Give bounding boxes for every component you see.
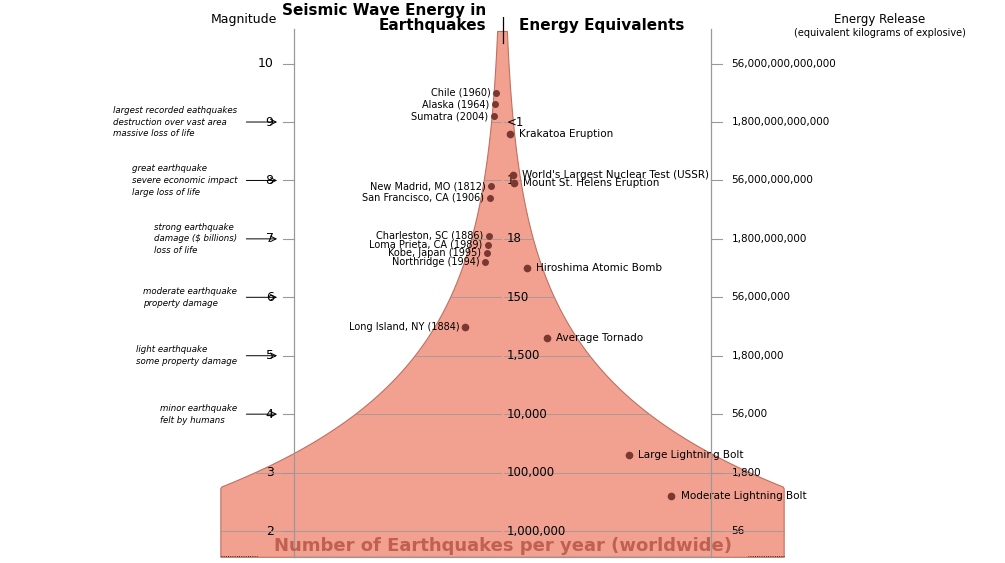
Text: 2: 2 (265, 525, 273, 538)
Text: strong earthquake
damage ($ billions)
loss of life: strong earthquake damage ($ billions) lo… (154, 222, 237, 255)
Text: great earthquake
severe economic impact
large loss of life: great earthquake severe economic impact … (132, 164, 237, 196)
Text: 8: 8 (265, 174, 273, 187)
Text: (equivalent kilograms of explosive): (equivalent kilograms of explosive) (794, 28, 966, 38)
Text: largest recorded eathquakes
destruction over vast area
massive loss of life: largest recorded eathquakes destruction … (114, 106, 237, 138)
Text: Moderate Lightning Bolt: Moderate Lightning Bolt (680, 491, 806, 501)
Text: 4: 4 (265, 408, 273, 421)
Text: 56,000: 56,000 (732, 409, 768, 419)
Text: Average Tornado: Average Tornado (557, 333, 643, 343)
Text: 1,000,000: 1,000,000 (508, 525, 566, 538)
Text: 1,800: 1,800 (732, 468, 761, 477)
Text: 7: 7 (265, 233, 273, 245)
Text: moderate earthquake
property damage: moderate earthquake property damage (144, 287, 237, 308)
Text: Loma Prieta, CA (1989): Loma Prieta, CA (1989) (369, 240, 482, 250)
Text: World's Largest Nuclear Test (USSR): World's Largest Nuclear Test (USSR) (522, 169, 710, 180)
Text: 6: 6 (265, 291, 273, 304)
Text: 1,800,000,000,000: 1,800,000,000,000 (732, 117, 830, 127)
Text: 56,000,000,000,000: 56,000,000,000,000 (732, 59, 836, 69)
Text: 1: 1 (508, 174, 515, 187)
Text: light earthquake
some property damage: light earthquake some property damage (137, 345, 237, 366)
Text: New Madrid, MO (1812): New Madrid, MO (1812) (370, 181, 485, 191)
Text: Sumatra (2004): Sumatra (2004) (411, 111, 488, 121)
Text: Alaska (1964): Alaska (1964) (422, 100, 489, 109)
Text: 100,000: 100,000 (508, 466, 555, 479)
Text: 3: 3 (265, 466, 273, 479)
Text: Mount St. Helens Eruption: Mount St. Helens Eruption (523, 178, 659, 189)
Text: 1,800,000: 1,800,000 (732, 351, 784, 361)
Text: Number of Earthquakes per year (worldwide): Number of Earthquakes per year (worldwid… (273, 537, 732, 555)
Text: 10: 10 (257, 57, 273, 70)
Text: Magnitude: Magnitude (210, 14, 276, 26)
Text: Energy Equivalents: Energy Equivalents (519, 18, 684, 33)
Text: 56,000,000: 56,000,000 (732, 292, 791, 302)
Text: <1: <1 (508, 115, 525, 128)
Text: Chile (1960): Chile (1960) (431, 88, 490, 98)
Text: 56,000,000,000: 56,000,000,000 (732, 176, 813, 185)
Text: Krakatoa Eruption: Krakatoa Eruption (519, 129, 613, 138)
Text: 56: 56 (732, 526, 745, 536)
Text: 10,000: 10,000 (508, 408, 548, 421)
Text: 1,500: 1,500 (508, 349, 541, 362)
Text: Kobe, Japan (1995): Kobe, Japan (1995) (388, 248, 481, 258)
Text: Northridge (1994): Northridge (1994) (392, 257, 480, 267)
Text: Earthquakes: Earthquakes (379, 18, 486, 33)
Text: Long Island, NY (1884): Long Island, NY (1884) (350, 321, 460, 332)
Text: 1,800,000,000: 1,800,000,000 (732, 234, 807, 244)
Text: 18: 18 (508, 233, 522, 245)
Text: Large Lightning Bolt: Large Lightning Bolt (638, 450, 744, 460)
Text: minor earthquake
felt by humans: minor earthquake felt by humans (160, 404, 237, 425)
Text: Energy Release: Energy Release (834, 14, 926, 26)
Text: Hiroshima Atomic Bomb: Hiroshima Atomic Bomb (536, 263, 661, 273)
Text: 5: 5 (265, 349, 273, 362)
Text: 9: 9 (265, 115, 273, 128)
Text: Charleston, SC (1886): Charleston, SC (1886) (376, 231, 483, 241)
Text: San Francisco, CA (1906): San Francisco, CA (1906) (362, 193, 484, 203)
Text: 150: 150 (508, 291, 530, 304)
Text: Seismic Wave Energy in: Seismic Wave Energy in (281, 3, 486, 18)
Polygon shape (221, 32, 784, 557)
